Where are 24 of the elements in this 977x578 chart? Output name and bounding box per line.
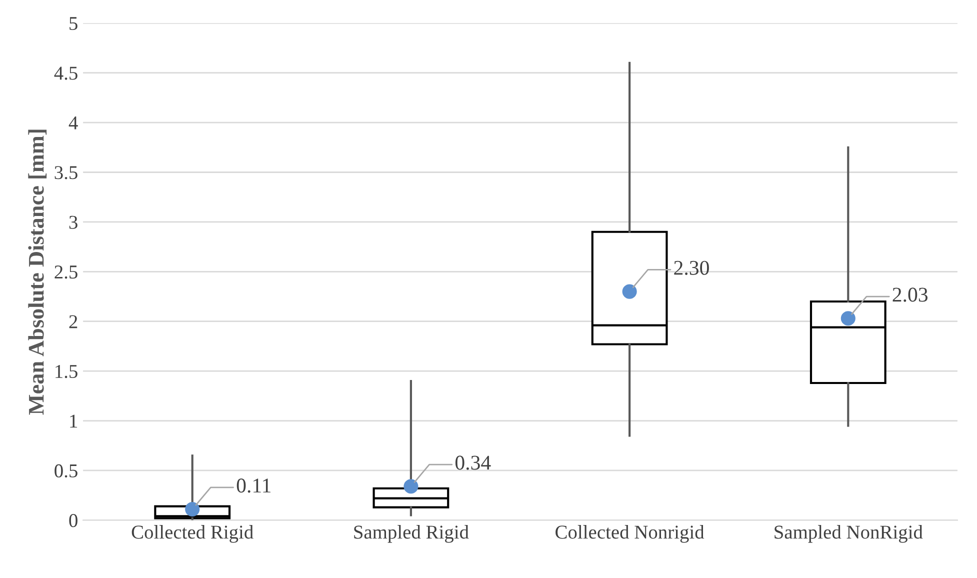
point [404,479,418,494]
data-label: 0.34 [455,456,491,470]
point [622,284,637,299]
y-tick-label: 3.5 [54,166,78,180]
x-tick-label: Collected Rigid [132,525,254,543]
y-tick-label: 1 [70,414,78,428]
x-tick-label: Sampled NonRigid [774,525,923,543]
data-label: 2.03 [892,288,928,302]
x-tick-label: Collected Nonrigid [556,525,704,543]
y-tick-label: 4 [68,116,78,130]
y-axis-title: Mean Absolute Distance [mm] [28,130,47,415]
y-tick-label: 4.5 [54,66,78,80]
y-tick-label: 0 [69,514,78,528]
y-tick-label: 0.5 [54,464,78,478]
point [840,311,856,326]
y-tick-label: 2 [69,315,78,328]
data-label: 0.11 [236,478,270,493]
y-tick-label: 2.5 [54,266,78,279]
y-tick-label: 3 [69,216,78,229]
x-tick-label: Sampled Rigid [354,525,469,543]
y-tick-label: 1.5 [56,364,78,378]
y-tick-label: 5 [70,17,78,30]
data-label: 2.30 [674,260,709,275]
point [185,502,200,517]
